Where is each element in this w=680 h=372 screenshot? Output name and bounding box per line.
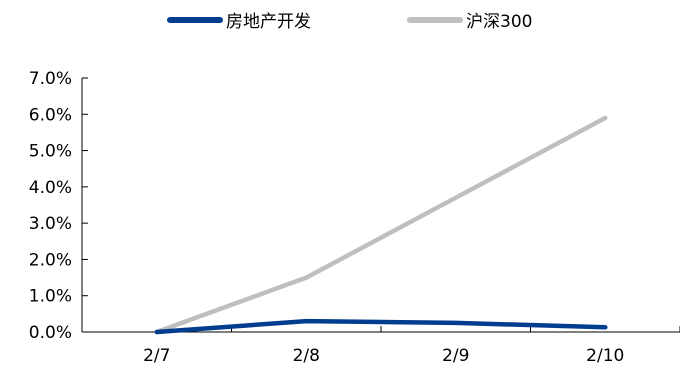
series-line bbox=[154, 318, 608, 335]
legend-label: 沪深300 bbox=[466, 12, 532, 32]
series-line bbox=[154, 115, 608, 335]
y-axis: 0.0% 1.0% 2.0% 3.0% 4.0% 5.0% 6.0% 7.0% bbox=[29, 69, 88, 343]
y-tick-label: 0.0% bbox=[29, 323, 72, 343]
x-tick-label: 2/9 bbox=[442, 346, 469, 366]
legend-label: 房地产开发 bbox=[226, 12, 311, 32]
y-tick-label: 6.0% bbox=[29, 105, 72, 125]
y-tick-label: 5.0% bbox=[29, 142, 72, 162]
x-tick-label: 2/7 bbox=[143, 346, 170, 366]
y-tick-label: 3.0% bbox=[29, 214, 72, 234]
y-tick-label: 7.0% bbox=[29, 69, 72, 89]
y-tick-label: 2.0% bbox=[29, 250, 72, 270]
x-tick-label: 2/8 bbox=[293, 346, 320, 366]
x-tick-label: 2/10 bbox=[586, 346, 624, 366]
y-tick-label: 1.0% bbox=[29, 287, 72, 307]
legend: 房地产开发 沪深300 bbox=[167, 12, 532, 32]
series-lines bbox=[154, 115, 608, 335]
y-tick-label: 4.0% bbox=[29, 178, 72, 198]
